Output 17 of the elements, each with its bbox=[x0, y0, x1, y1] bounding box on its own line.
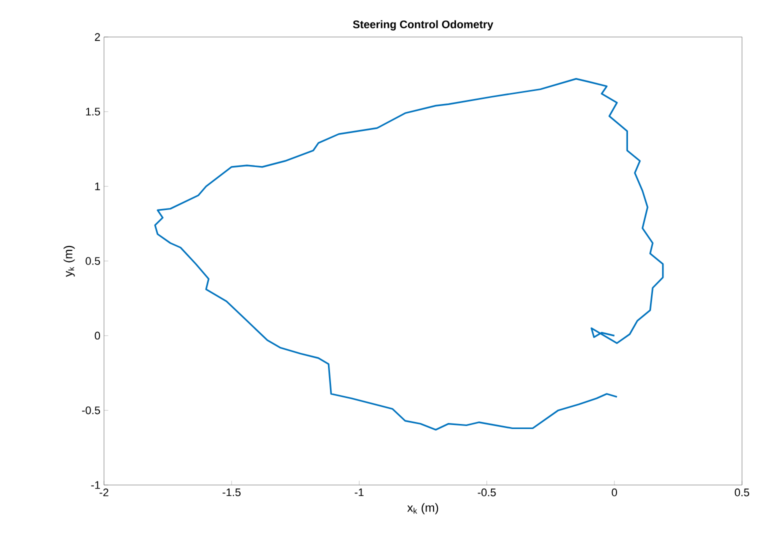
x-tick-label: 0.5 bbox=[734, 488, 750, 496]
y-tick-label: -0.5 bbox=[82, 406, 100, 414]
y-tick-label: 1 bbox=[95, 182, 100, 190]
x-tick-label: -2 bbox=[100, 488, 108, 496]
y-tick-label: 2 bbox=[94, 33, 100, 41]
x-tick-label: -1.5 bbox=[222, 488, 241, 496]
y-tick-label: 0.5 bbox=[86, 257, 100, 265]
y-axis-title: y$_{k}$ (m) bbox=[64, 246, 75, 277]
x-axis-title: x$_{k}$ (m) bbox=[407, 503, 438, 514]
x-tick-label: -1 bbox=[354, 488, 364, 496]
y-tick-label: 0 bbox=[94, 332, 100, 340]
chart-title: Steering Control Odometry bbox=[352, 20, 494, 30]
y-tick-label: -1 bbox=[91, 481, 100, 489]
y-tick-label: 1.5 bbox=[86, 108, 100, 116]
line-series bbox=[154, 78, 664, 431]
x-tick-label: -0.5 bbox=[478, 488, 496, 496]
x-tick-label: 0 bbox=[612, 488, 618, 496]
